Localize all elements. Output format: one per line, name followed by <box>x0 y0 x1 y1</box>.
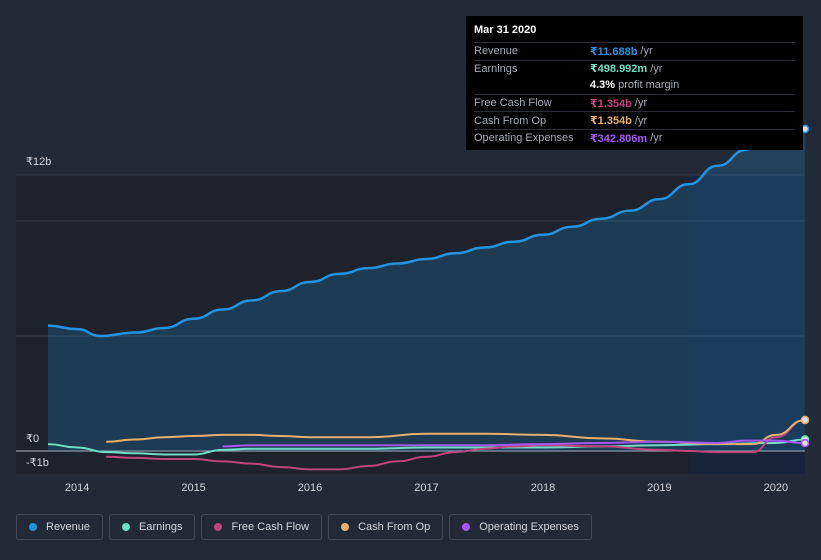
x-tick-label: 2017 <box>414 482 438 494</box>
tooltip-row-revenue: Revenue ₹11.688b /yr <box>474 42 795 60</box>
series-line-operating-expenses <box>222 439 806 448</box>
tooltip-unit: /yr <box>640 45 653 58</box>
tooltip-value: ₹1.354b <box>590 97 632 110</box>
tooltip-row-cfo: Cash From Op ₹1.354b /yr <box>474 111 795 129</box>
legend-dot-icon <box>341 523 350 531</box>
tooltip-value: ₹1.354b <box>590 115 632 128</box>
legend-item-free-cash-flow[interactable]: Free Cash Flow <box>201 514 323 540</box>
tooltip-label: Earnings <box>474 62 518 75</box>
x-tick-label: 2016 <box>298 482 322 494</box>
legend-label: Earnings <box>139 521 183 533</box>
x-tick-label: 2019 <box>647 482 671 494</box>
x-tick-label: 2018 <box>531 482 555 494</box>
x-tick-label: 2020 <box>764 482 788 494</box>
tooltip-row-margin: 4.3% profit margin <box>474 77 795 94</box>
series-area-revenue <box>48 129 805 451</box>
tooltip-value: 4.3% <box>590 79 616 92</box>
end-marker-operating-expenses <box>800 438 810 448</box>
tooltip-date: Mar 31 2020 <box>474 24 537 36</box>
legend-item-operating-expenses[interactable]: Operating Expenses <box>449 514 592 540</box>
y-tick-label: ₹12b <box>26 156 51 168</box>
tooltip-unit: /yr <box>634 114 648 127</box>
highlight-region <box>688 175 805 474</box>
tooltip-unit: profit margin <box>618 79 680 92</box>
tooltip-row-opex: Operating Expenses ₹342.806m /yr <box>474 128 795 147</box>
tooltip-value: ₹11.688b <box>590 45 638 58</box>
tooltip-row-fcf: Free Cash Flow ₹1.354b /yr <box>474 93 795 112</box>
x-tick-label: 2014 <box>65 482 89 494</box>
y-tick-label: ₹0 <box>26 433 39 445</box>
legend-item-earnings[interactable]: Earnings <box>109 514 196 540</box>
legend-dot-icon <box>29 523 37 531</box>
tooltip-unit: /yr <box>650 132 663 145</box>
legend-dot-icon <box>122 523 131 531</box>
legend-label: Free Cash Flow <box>231 521 310 533</box>
series-line-free-cash-flow <box>106 418 806 471</box>
tooltip-label: Operating Expenses <box>474 132 574 145</box>
legend-item-revenue[interactable]: Revenue <box>16 514 104 540</box>
tooltip-label: Free Cash Flow <box>474 97 552 110</box>
legend: Revenue Earnings Free Cash Flow Cash Fro… <box>16 514 592 540</box>
tooltip-value: ₹342.806m <box>590 132 648 145</box>
series-line-earnings <box>47 438 806 456</box>
tooltip-label: Cash From Op <box>474 114 547 127</box>
tooltip-value: ₹498.992m <box>590 63 648 76</box>
tooltip-unit: /yr <box>650 62 663 75</box>
legend-dot-icon <box>462 523 471 531</box>
tooltip-row-earnings: Earnings ₹498.992m /yr <box>474 59 795 78</box>
legend-label: Cash From Op <box>358 521 431 533</box>
y-tick-label: -₹1b <box>26 457 49 469</box>
legend-item-cash-from-op[interactable]: Cash From Op <box>328 514 444 540</box>
series-line-revenue <box>47 127 805 338</box>
series-line-cash-from-op <box>106 418 806 446</box>
x-tick-label: 2015 <box>181 482 205 494</box>
legend-label: Revenue <box>46 521 91 533</box>
tooltip-unit: /yr <box>634 97 648 110</box>
plot-area <box>16 175 805 474</box>
tooltip: Mar 31 2020 Revenue ₹11.688b /yr Earning… <box>466 16 803 150</box>
legend-label: Operating Expenses <box>479 521 579 533</box>
legend-dot-icon <box>214 523 223 531</box>
tooltip-label: Revenue <box>474 45 519 58</box>
end-marker-cash-from-op <box>800 415 810 425</box>
